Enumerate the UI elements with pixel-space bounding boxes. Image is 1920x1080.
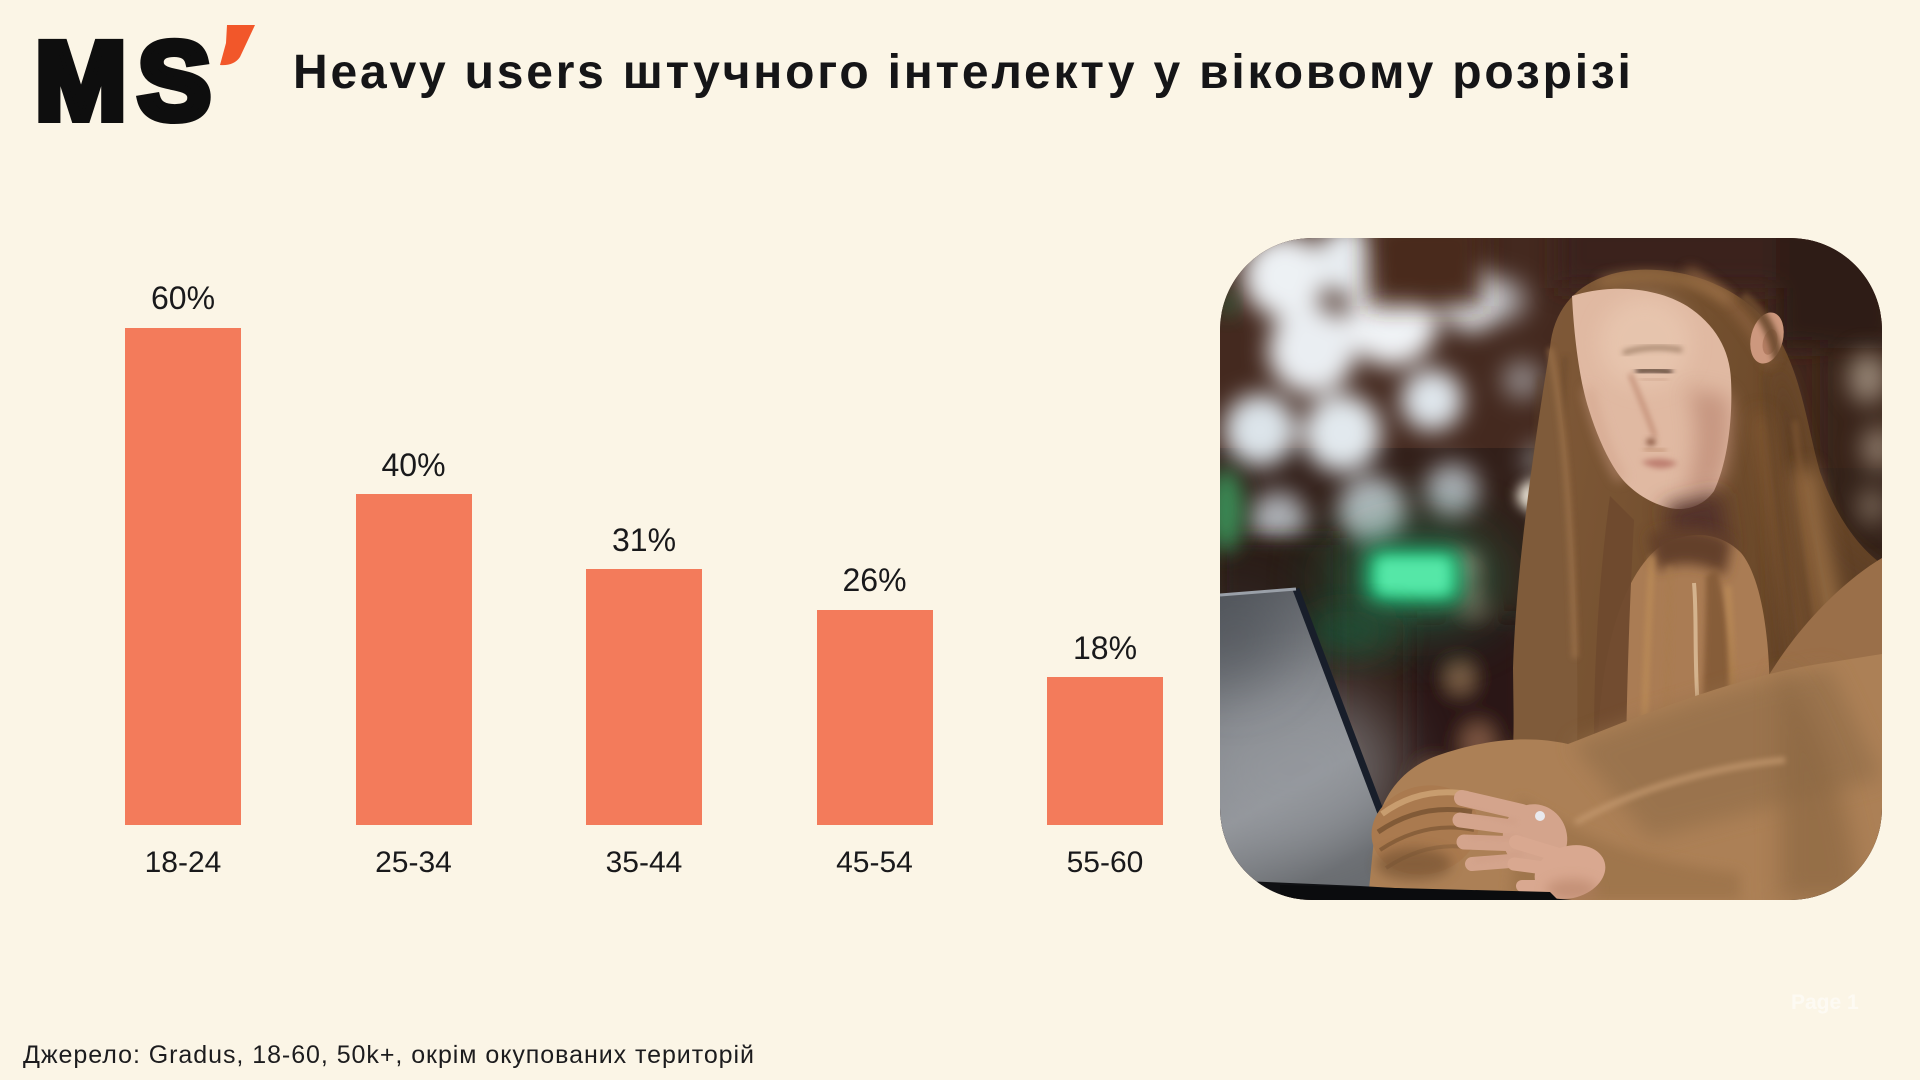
svg-text:MS: MS <box>35 20 222 136</box>
